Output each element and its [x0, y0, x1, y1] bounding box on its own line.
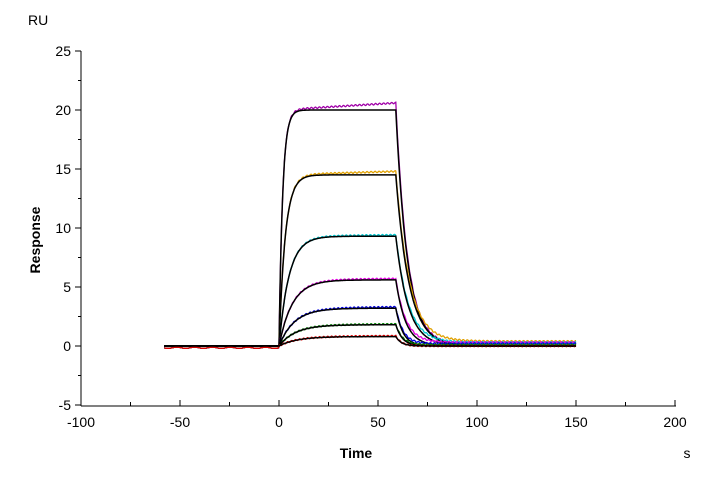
x-tick-label: 0 [275, 414, 283, 430]
curve-1-fit-line [164, 109, 576, 347]
curve-3-data-line [164, 233, 577, 350]
plot-area [164, 101, 577, 350]
curve-7-fit-line [164, 335, 576, 347]
y-tick-label: 10 [55, 220, 71, 236]
curve-2-data-line [164, 170, 576, 350]
x-unit-label: s [684, 445, 691, 461]
y-tick-label: 0 [63, 338, 71, 354]
y-ticks: -5 0 5 10 15 20 25 [55, 43, 81, 413]
y-tick-label: -5 [59, 397, 72, 413]
x-axis-title: Time [340, 445, 373, 461]
x-ticks: -100 -50 0 50 100 150 200 [67, 400, 687, 430]
y-tick-label: 20 [55, 102, 71, 118]
curve-5-fit-line [164, 307, 576, 347]
x-tick-label: 150 [564, 414, 588, 430]
curve-1-data-line [164, 101, 577, 350]
y-tick-label: 15 [55, 161, 71, 177]
y-axis-title: Response [27, 206, 43, 273]
curve-2-fit-line [164, 174, 576, 347]
x-tick-label: 200 [663, 414, 687, 430]
x-tick-label: 100 [465, 414, 489, 430]
x-tick-label: 50 [370, 414, 386, 430]
y-tick-label: 5 [63, 279, 71, 295]
curve-4-data-line [164, 277, 577, 350]
y-unit-label: RU [28, 12, 48, 28]
y-tick-label: 25 [55, 43, 71, 59]
curve-3-fit-line [164, 235, 576, 347]
x-tick-label: -100 [67, 414, 95, 430]
x-tick-label: -50 [170, 414, 190, 430]
